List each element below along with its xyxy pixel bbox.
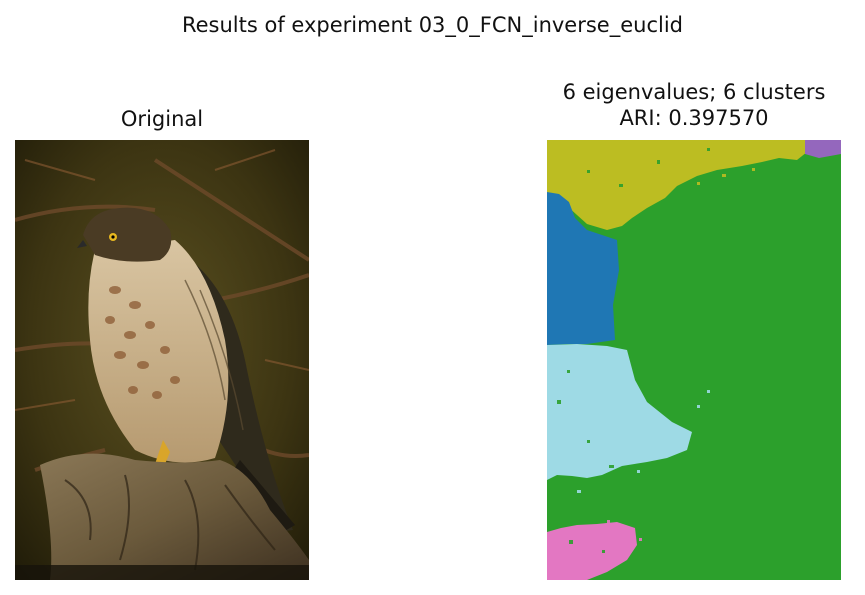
segmentation-title-line-2: ARI: 0.397570 <box>619 106 769 130</box>
figure-title: Results of experiment 03_0_FCN_inverse_e… <box>181 13 683 37</box>
original-image <box>15 140 309 580</box>
cluster-blue-region <box>547 192 619 345</box>
hawk-photo <box>15 140 309 580</box>
original-panel-title: Original <box>120 107 204 131</box>
segmentation-image <box>547 140 841 580</box>
cluster-pink-region <box>547 522 637 580</box>
cluster-purple-region <box>805 140 841 158</box>
boundary-speckles <box>557 148 710 553</box>
cluster-olive-region <box>547 140 841 230</box>
segmentation-map <box>547 140 841 580</box>
segmentation-title-line-1: 6 eigenvalues; 6 clusters <box>562 80 826 104</box>
segmentation-panel-title: 6 eigenvalues; 6 clusters ARI: 0.397570 <box>522 79 865 131</box>
cluster-lightblue-region <box>547 344 692 480</box>
